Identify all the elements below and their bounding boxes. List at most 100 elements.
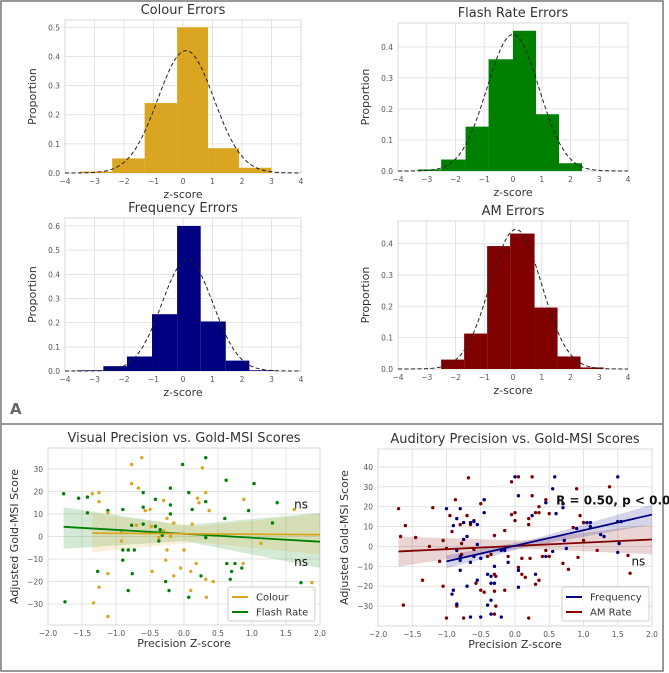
scatter-point	[499, 615, 503, 619]
x-axis-label: z-score	[493, 384, 533, 397]
scatter-point	[444, 616, 449, 620]
scatter-point	[242, 497, 246, 502]
scatter-point	[564, 546, 569, 551]
y-tick-label: 0	[38, 533, 43, 542]
scatter-point	[126, 548, 130, 552]
x-tick-label: −2	[450, 175, 461, 184]
histogram-bar	[580, 367, 604, 369]
scatter-point	[544, 548, 548, 553]
scatter-point	[97, 490, 101, 495]
scatter-point	[292, 507, 296, 512]
scatter-point	[617, 541, 621, 546]
scatter-point	[106, 511, 110, 515]
scatter-point	[544, 500, 548, 505]
scatter-point	[527, 616, 531, 620]
scatter-point	[465, 584, 469, 588]
scatter-point	[427, 544, 432, 549]
y-tick-label: −20	[27, 578, 43, 587]
scatter-point	[503, 528, 507, 533]
scatter-point	[455, 516, 459, 521]
scatter-point	[95, 569, 100, 574]
y-tick-label: −10	[357, 562, 373, 571]
scatter-point	[553, 475, 557, 479]
scatter-point	[130, 571, 135, 576]
histogram-bar	[488, 59, 513, 171]
scatter-point	[229, 569, 234, 574]
chart-title: Flash Rate Errors	[458, 6, 569, 21]
y-tick-label: 0.0	[381, 365, 393, 374]
y-tick-label: −30	[357, 602, 373, 611]
visual-chart: −2.0 −1.5 −1.0 −0.5 0.0 0.5 1.0 1.5 2.0 −30 −20 −10…	[8, 431, 326, 650]
histogram-bar	[76, 370, 104, 371]
scatter-point	[161, 498, 166, 503]
histogram-bar	[441, 359, 465, 369]
normal-fit-curve	[65, 259, 301, 372]
scatter-point	[461, 616, 466, 620]
scatter-point	[150, 569, 154, 574]
scatter-point	[63, 600, 67, 604]
scatter-point	[530, 475, 534, 479]
scatter-point	[413, 535, 418, 540]
y-tick-label: 0.5	[48, 246, 60, 255]
scatter-point	[530, 513, 534, 518]
histogram-bar	[225, 360, 250, 371]
scatter-point	[468, 615, 473, 619]
y-tick-label: 0.4	[381, 240, 393, 249]
y-tick-label: 0.2	[48, 319, 60, 328]
scatter-point	[616, 475, 620, 479]
scatter-point	[585, 520, 589, 525]
x-tick-label: −1	[148, 177, 159, 186]
scatter-point	[626, 553, 630, 558]
scatter-point	[163, 579, 168, 584]
x-tick-label: −3	[421, 175, 432, 184]
scatter-point	[544, 498, 548, 502]
scatter-point	[581, 520, 586, 525]
x-tick-label: −1	[479, 373, 490, 382]
y-tick-label: 0.1	[381, 334, 393, 343]
scatter-point	[598, 532, 603, 537]
x-tick-label: 0.0	[509, 630, 521, 639]
scatter-point	[172, 521, 176, 525]
scatter-point	[158, 528, 162, 532]
scatter-point	[482, 498, 486, 502]
y-tick-label: 0.3	[48, 294, 60, 303]
scatter-point	[204, 499, 208, 504]
x-tick-label: 1	[539, 373, 544, 382]
scatter-point	[550, 549, 555, 554]
x-tick-label: 3	[269, 177, 274, 186]
x-tick-label: 3	[597, 175, 602, 184]
scatter-point	[140, 455, 144, 460]
scatter-point	[566, 567, 571, 572]
scatter-point	[479, 501, 483, 506]
scatter-point	[461, 537, 466, 542]
histogram-bar	[144, 103, 178, 173]
scatter-point	[204, 577, 208, 581]
scatter-point	[121, 507, 125, 512]
annotation: ns	[294, 497, 308, 511]
scatter-point	[223, 516, 227, 521]
x-axis-label: Precision Z-score	[468, 638, 562, 651]
scatter-point	[602, 534, 606, 539]
scatter-point	[562, 538, 567, 543]
y-tick-label: 0.4	[381, 43, 393, 52]
scatter-point	[121, 548, 125, 552]
scatter-point	[459, 541, 464, 546]
scatter-point	[516, 565, 521, 570]
scatter-point	[576, 555, 580, 560]
y-tick-label: 0.3	[381, 271, 393, 280]
y-tick-label: 0.6	[48, 222, 60, 231]
scatter-point	[126, 588, 130, 593]
scatter-point	[168, 512, 173, 516]
scatter-point	[225, 561, 229, 566]
scatter-point	[533, 582, 538, 586]
x-tick-label: −0.5	[472, 630, 490, 639]
scatter-point	[187, 595, 191, 600]
scatter-point	[516, 494, 521, 498]
scatter-point	[252, 481, 256, 486]
scatter-point	[420, 578, 425, 582]
scatter-point	[441, 584, 445, 588]
scatter-point	[204, 455, 208, 460]
x-tick-label: 0	[181, 375, 186, 384]
y-axis-label: Adjusted Gold-MSI Score	[8, 469, 21, 604]
